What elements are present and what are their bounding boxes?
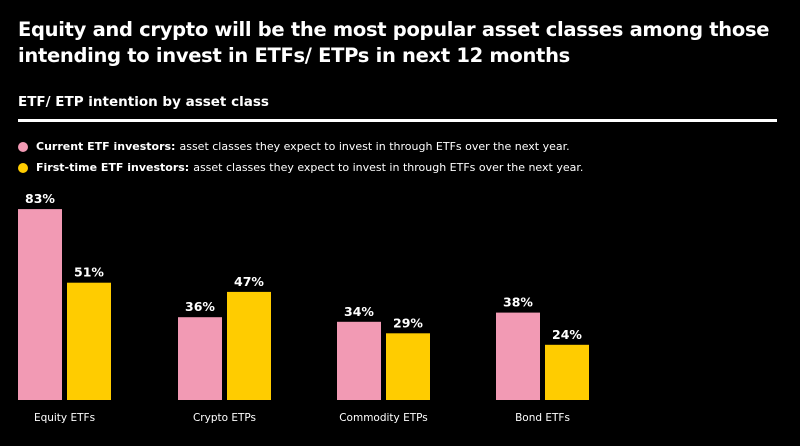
legend-item-first-time: First-time ETF investors: asset classes … <box>18 161 583 174</box>
category-label: Bond ETFs <box>515 412 570 424</box>
legend-desc-first-time: asset classes they expect to invest in t… <box>193 161 584 174</box>
legend-label-first-time: First-time ETF investors: <box>36 161 190 174</box>
category-label: Crypto ETPs <box>193 412 256 424</box>
bar <box>178 317 222 400</box>
legend-desc-current: asset classes they expect to invest in t… <box>179 140 570 153</box>
data-label: 38% <box>503 295 533 310</box>
bar <box>545 344 589 400</box>
data-label: 24% <box>552 327 582 342</box>
data-label: 36% <box>185 299 215 314</box>
legend-label-current: Current ETF investors: <box>36 140 176 153</box>
data-label: 83% <box>25 191 55 206</box>
bar <box>337 321 381 400</box>
bar <box>18 209 62 400</box>
data-label: 47% <box>234 274 264 289</box>
category-label: Equity ETFs <box>34 412 95 424</box>
chart-title: Equity and crypto will be the most popul… <box>18 18 770 67</box>
category-label: Commodity ETPs <box>339 412 428 424</box>
legend-item-current: Current ETF investors: asset classes the… <box>18 140 570 153</box>
data-label: 34% <box>344 304 374 319</box>
bar <box>386 333 430 400</box>
data-label: 29% <box>393 315 423 330</box>
data-label: 51% <box>74 265 104 280</box>
bar <box>227 291 271 400</box>
legend-swatch-current <box>18 141 28 152</box>
bar <box>496 312 540 400</box>
chart-subtitle: ETF/ ETP intention by asset class <box>18 94 269 110</box>
divider <box>18 119 777 122</box>
bar <box>67 282 111 400</box>
legend-swatch-first-time <box>18 162 28 173</box>
